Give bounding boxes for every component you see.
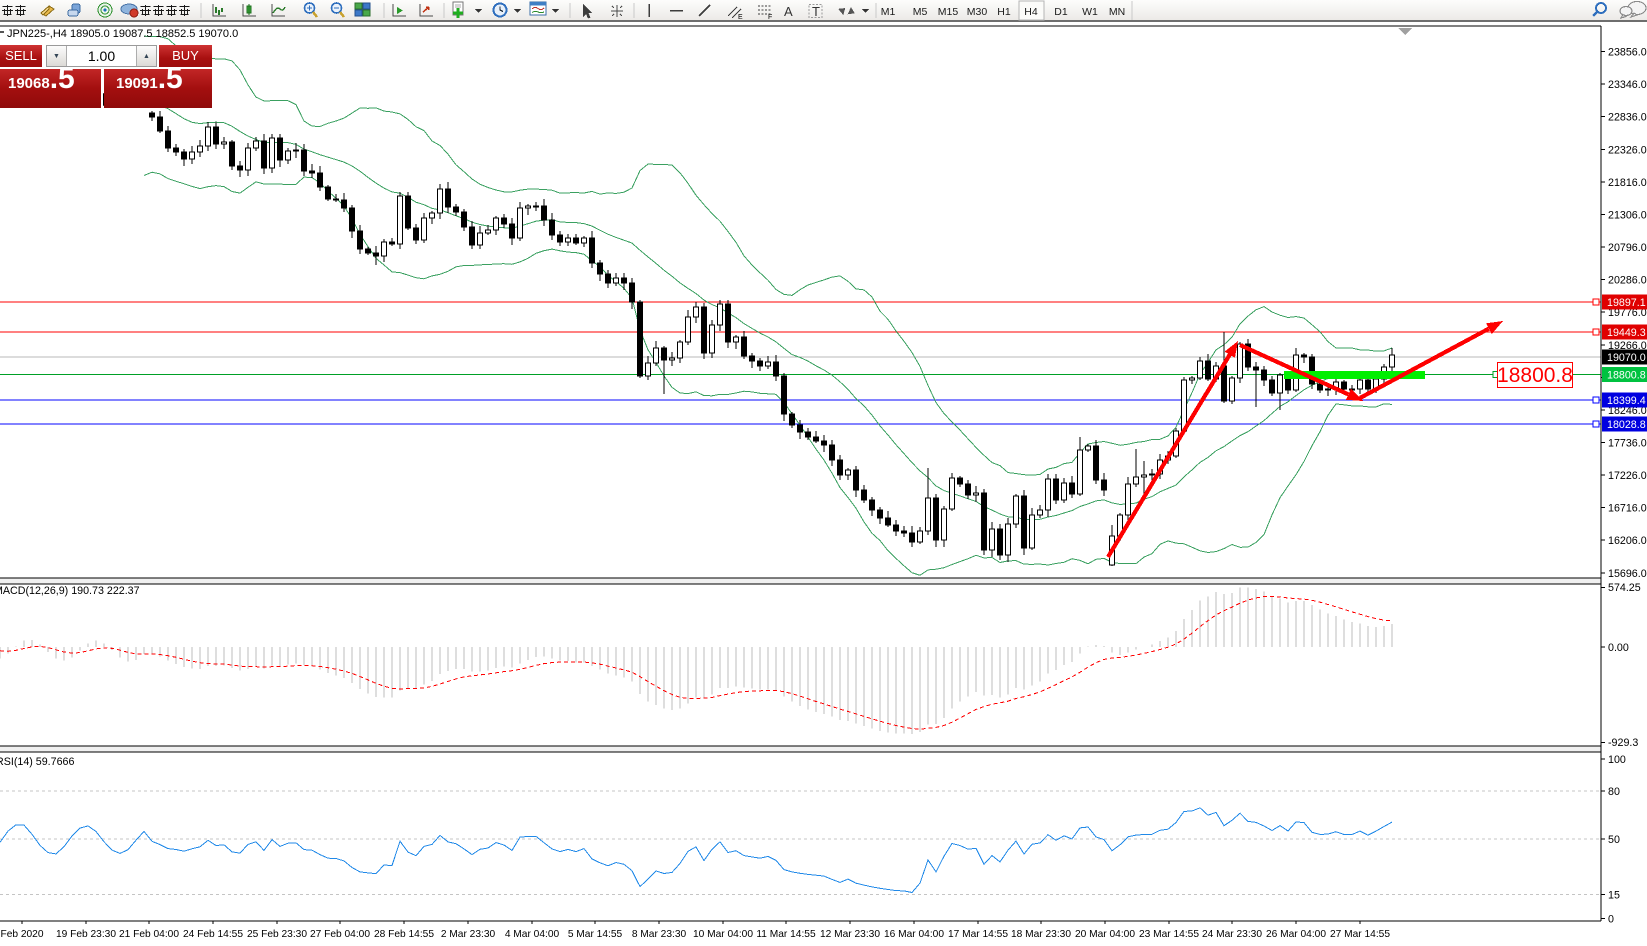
svg-text:E: E: [738, 14, 743, 21]
svg-text:10 Mar 04:00: 10 Mar 04:00: [693, 929, 753, 940]
svg-text:15696.0: 15696.0: [1608, 568, 1647, 580]
svg-text:26 Mar 04:00: 26 Mar 04:00: [1266, 929, 1326, 940]
svg-text:19070.0: 19070.0: [1607, 352, 1646, 364]
svg-text:18800.8: 18800.8: [1607, 370, 1646, 382]
svg-text:12 Mar 23:30: 12 Mar 23:30: [820, 929, 880, 940]
svg-text:D1: D1: [1054, 6, 1068, 18]
svg-text:W1: W1: [1082, 6, 1098, 18]
svg-text:H4: H4: [1024, 6, 1038, 18]
svg-text:RSI(14) 59.7666: RSI(14) 59.7666: [0, 756, 74, 768]
svg-text:21 Feb 04:00: 21 Feb 04:00: [119, 929, 179, 940]
svg-text:16 Mar 04:00: 16 Mar 04:00: [884, 929, 944, 940]
svg-text:-929.3: -929.3: [1608, 737, 1638, 749]
svg-text:16716.0: 16716.0: [1608, 503, 1647, 515]
svg-text:20286.0: 20286.0: [1608, 275, 1647, 287]
svg-text:MACD(12,26,9) 190.73 222.37: MACD(12,26,9) 190.73 222.37: [0, 585, 140, 597]
svg-text:574.25: 574.25: [1608, 582, 1641, 594]
svg-text:18 Mar 23:30: 18 Mar 23:30: [1011, 929, 1071, 940]
svg-text:17226.0: 17226.0: [1608, 470, 1647, 482]
svg-text:11 Mar 14:55: 11 Mar 14:55: [756, 929, 816, 940]
svg-text:5 Mar 14:55: 5 Mar 14:55: [568, 929, 623, 940]
svg-text:20 Mar 04:00: 20 Mar 04:00: [1075, 929, 1135, 940]
svg-text:18246.0: 18246.0: [1608, 405, 1647, 417]
svg-text:F: F: [768, 14, 772, 21]
svg-text:21816.0: 21816.0: [1608, 177, 1647, 189]
svg-text:19776.0: 19776.0: [1608, 307, 1647, 319]
svg-text:Feb 2020: Feb 2020: [0, 929, 43, 940]
svg-text:28 Feb 14:55: 28 Feb 14:55: [374, 929, 434, 940]
svg-text:MN: MN: [1109, 6, 1125, 18]
svg-text:M30: M30: [967, 6, 988, 18]
svg-text:8 Mar 23:30: 8 Mar 23:30: [632, 929, 687, 940]
svg-text:16206.0: 16206.0: [1608, 535, 1647, 547]
svg-text:23 Mar 14:55: 23 Mar 14:55: [1139, 929, 1199, 940]
svg-text:19897.1: 19897.1: [1607, 297, 1646, 309]
svg-text:18028.8: 18028.8: [1607, 419, 1646, 431]
svg-text:M15: M15: [938, 6, 959, 18]
svg-text:T: T: [812, 4, 820, 19]
svg-text:27 Feb 04:00: 27 Feb 04:00: [310, 929, 370, 940]
svg-text:22836.0: 22836.0: [1608, 112, 1647, 124]
svg-text:100: 100: [1608, 754, 1626, 766]
svg-text:19266.0: 19266.0: [1608, 340, 1647, 352]
svg-text:20796.0: 20796.0: [1608, 242, 1647, 254]
svg-text:H1: H1: [997, 6, 1011, 18]
svg-text:0.00: 0.00: [1608, 642, 1629, 654]
svg-text:21306.0: 21306.0: [1608, 210, 1647, 222]
svg-text:0: 0: [1608, 914, 1614, 926]
svg-text:15: 15: [1608, 890, 1620, 902]
svg-text:23346.0: 23346.0: [1608, 79, 1647, 91]
svg-text:4 Mar 04:00: 4 Mar 04:00: [505, 929, 560, 940]
svg-text:24 Mar 23:30: 24 Mar 23:30: [1202, 929, 1262, 940]
svg-text:19449.3: 19449.3: [1607, 327, 1646, 339]
svg-text:M1: M1: [881, 6, 896, 18]
svg-text:M5: M5: [913, 6, 928, 18]
svg-text:22326.0: 22326.0: [1608, 144, 1647, 156]
svg-text:80: 80: [1608, 786, 1620, 798]
svg-text:23856.0: 23856.0: [1608, 47, 1647, 59]
svg-text:A: A: [784, 4, 793, 19]
svg-text:27 Mar 14:55: 27 Mar 14:55: [1330, 929, 1390, 940]
svg-text:17736.0: 17736.0: [1608, 438, 1647, 450]
svg-text:50: 50: [1608, 834, 1620, 846]
svg-text:24 Feb 14:55: 24 Feb 14:55: [183, 929, 243, 940]
svg-text:19 Feb 23:30: 19 Feb 23:30: [56, 929, 116, 940]
svg-text:2 Mar 23:30: 2 Mar 23:30: [441, 929, 496, 940]
svg-text:18800.8: 18800.8: [1497, 364, 1573, 387]
svg-text:17 Mar 14:55: 17 Mar 14:55: [948, 929, 1008, 940]
svg-text:JPN225-,H4 18905.0 19087.5 18: JPN225-,H4 18905.0 19087.5 18852.5 19070…: [7, 28, 238, 40]
svg-text:25 Feb 23:30: 25 Feb 23:30: [247, 929, 307, 940]
svg-text:18399.4: 18399.4: [1607, 395, 1646, 407]
